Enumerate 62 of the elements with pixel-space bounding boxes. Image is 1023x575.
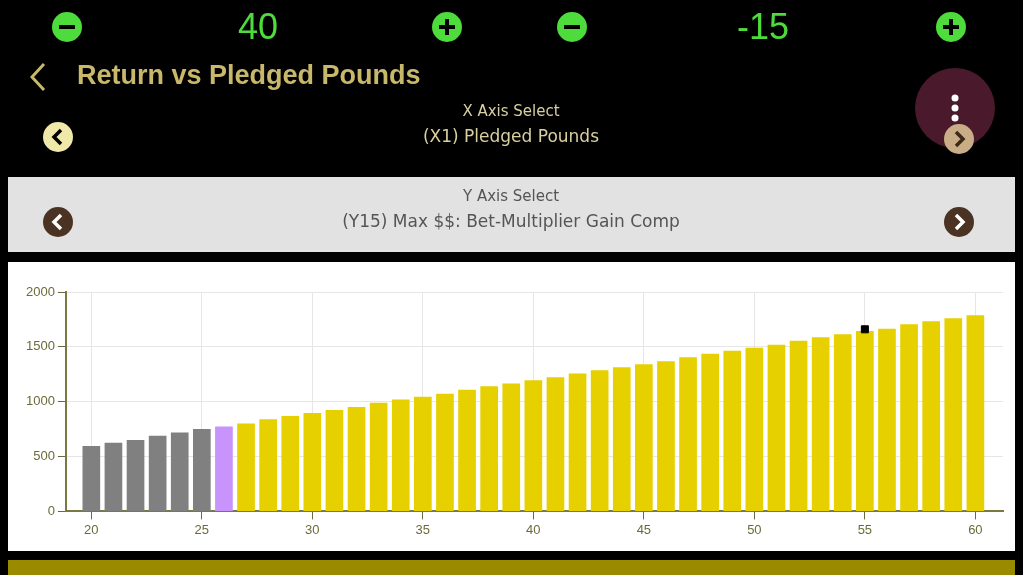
- bar: [856, 330, 874, 511]
- bar: [480, 386, 498, 511]
- bar: [325, 409, 344, 511]
- bar: [590, 370, 609, 511]
- x-tick-label: 25: [194, 521, 210, 537]
- bar: [436, 393, 454, 511]
- bar: [391, 399, 410, 511]
- bar: [193, 429, 211, 511]
- bar: [701, 353, 719, 511]
- y-tick-label: 2000: [26, 283, 55, 299]
- bar: [126, 439, 145, 511]
- text: X Axis Select: [462, 102, 560, 120]
- x-tick-label: 40: [526, 521, 541, 537]
- bar: [215, 426, 233, 511]
- bar: [347, 406, 366, 511]
- text: Y Axis Select: [462, 187, 560, 205]
- y-tick-label: 1500: [26, 338, 55, 354]
- bar: [612, 367, 631, 511]
- text: (Y15) Max $$: Bet-Multiplier Gain Comp: [342, 211, 680, 231]
- bar: [82, 445, 101, 511]
- text: -15: [736, 6, 790, 48]
- bar: [657, 361, 675, 511]
- bar: [922, 321, 941, 511]
- text: 40: [237, 6, 279, 48]
- bar: [723, 350, 742, 511]
- bar: [458, 389, 476, 511]
- bar: [789, 340, 808, 511]
- text: (X1) Pledged Pounds: [422, 126, 600, 146]
- x-tick-label: 20: [84, 521, 99, 537]
- bar: [767, 344, 786, 511]
- bar: [833, 334, 852, 511]
- bar: [944, 318, 963, 511]
- bar: [148, 435, 167, 511]
- bar: [170, 432, 189, 511]
- bar: [281, 415, 300, 511]
- bar: [568, 373, 587, 511]
- bar: [546, 377, 565, 511]
- x-tick-label: 60: [968, 521, 983, 537]
- bar: [259, 419, 277, 511]
- bar: [966, 315, 985, 511]
- y-tick-label: 500: [33, 448, 55, 464]
- x-tick-label: 45: [636, 521, 652, 537]
- bar: [811, 337, 830, 511]
- bar: [104, 442, 123, 511]
- x-tick-label: 30: [305, 521, 320, 537]
- x-tick-label: 35: [415, 521, 431, 537]
- bar: [878, 328, 896, 511]
- x-tick-label: 50: [747, 521, 762, 537]
- bar: [679, 357, 697, 511]
- bar: [502, 383, 521, 511]
- y-tick-label: 0: [47, 502, 55, 518]
- bar: [900, 324, 918, 511]
- bar: [414, 396, 432, 511]
- bar: [635, 364, 653, 511]
- bar: [237, 423, 255, 511]
- x-tick-label: 55: [857, 521, 873, 537]
- chart-title: Return vs Pledged Pounds: [77, 60, 421, 91]
- bar: [745, 347, 764, 511]
- bar: [303, 412, 322, 511]
- bar: [524, 380, 543, 511]
- y-tick-label: 1000: [26, 393, 55, 409]
- bar: [369, 402, 388, 511]
